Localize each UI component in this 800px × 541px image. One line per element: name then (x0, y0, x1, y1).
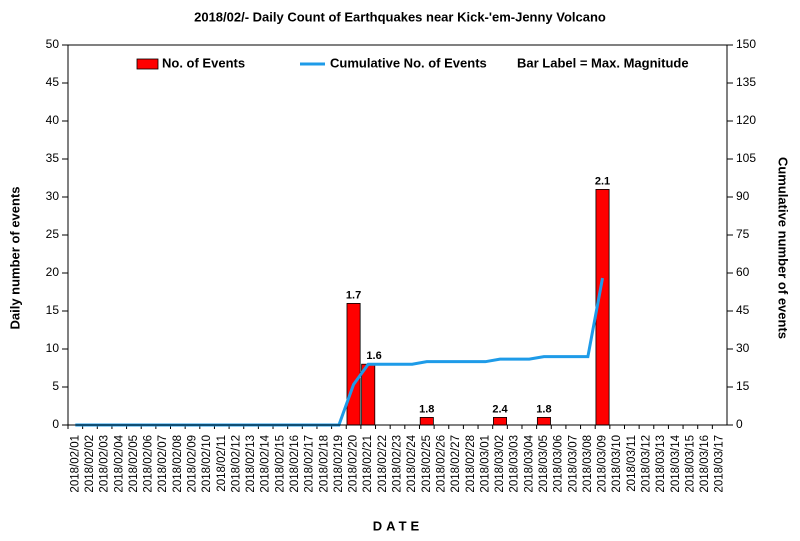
x-tick-label: 2018/02/23 (392, 435, 404, 493)
y2-tick-label: 30 (736, 341, 750, 355)
y2-tick-label: 105 (736, 151, 756, 165)
y-tick-label: 50 (46, 37, 60, 51)
x-tick-label: 2018/03/13 (655, 435, 667, 493)
bar-label: 1.6 (366, 350, 381, 362)
x-tick-label: 2018/02/21 (362, 435, 374, 493)
x-tick-label: 2018/02/16 (289, 435, 301, 493)
x-tick-label: 2018/02/27 (450, 435, 462, 493)
bar (493, 416, 508, 426)
y-tick-label: 25 (46, 227, 60, 241)
bar-label: 1.8 (419, 403, 434, 415)
x-tick-label: 2018/03/01 (479, 435, 491, 493)
cumulative-line (75, 277, 604, 427)
legend-swatch (136, 58, 159, 70)
x-tick-label: 2018/02/13 (245, 435, 257, 493)
y-tick-label: 20 (46, 265, 60, 279)
x-tick-label: 2018/03/09 (597, 435, 609, 493)
x-tick-label: 2018/02/15 (274, 435, 286, 493)
y2-axis-label: Cumulative number of events (776, 157, 791, 339)
y2-tick-label: 120 (736, 113, 756, 127)
x-tick-label: 2018/03/17 (714, 435, 726, 493)
y-tick-label: 10 (46, 341, 60, 355)
y-tick-label: 30 (46, 189, 60, 203)
plot-frame (67, 44, 728, 426)
x-tick-label: 2018/02/11 (216, 435, 228, 492)
x-tick-label: 2018/03/15 (684, 435, 696, 493)
chart-title: 2018/02/- Daily Count of Earthquakes nea… (194, 9, 606, 24)
y2-tick-label: 15 (736, 379, 750, 393)
x-tick-label: 2018/02/05 (128, 435, 140, 493)
x-tick-label: 2018/03/02 (494, 435, 506, 493)
bar-label: 1.7 (346, 289, 361, 301)
legend-label: Cumulative No. of Events (330, 55, 487, 70)
x-tick-label: 2018/03/06 (553, 435, 565, 493)
x-tick-label: 2018/02/02 (84, 435, 96, 493)
x-tick-label: 2018/03/14 (670, 434, 682, 492)
y2-tick-label: 90 (736, 189, 750, 203)
legend-label: No. of Events (162, 55, 245, 70)
x-tick-label: 2018/02/06 (143, 435, 155, 493)
x-tick-label: 2018/02/28 (465, 435, 477, 493)
x-tick-label: 2018/03/05 (538, 435, 550, 493)
x-tick-label: 2018/02/01 (69, 435, 81, 493)
annotation: Bar Label = Max. Magnitude (517, 55, 689, 70)
x-tick-label: 2018/02/24 (406, 434, 418, 492)
x-tick-label: 2018/02/25 (421, 435, 433, 493)
x-tick-label: 2018/02/04 (113, 434, 125, 492)
y2-tick-label: 150 (736, 37, 756, 51)
x-tick-label: 2018/02/09 (187, 435, 199, 493)
x-tick-label: 2018/02/18 (318, 435, 330, 493)
x-tick-label: 2018/02/12 (230, 435, 242, 493)
y2-tick-label: 45 (736, 303, 750, 317)
x-tick-label: 2018/02/19 (333, 435, 345, 493)
x-tick-label: 2018/02/22 (377, 435, 389, 493)
y-tick-label: 5 (52, 379, 59, 393)
y-tick-label: 45 (46, 75, 60, 89)
y2-tick-label: 60 (736, 265, 750, 279)
x-tick-label: 2018/02/14 (260, 434, 272, 492)
x-tick-label: 2018/03/04 (523, 434, 535, 492)
bar (419, 416, 434, 426)
x-tick-label: 2018/03/16 (699, 435, 711, 493)
y-axis-label: Daily number of events (7, 186, 22, 329)
bar (346, 302, 361, 426)
y2-tick-label: 0 (736, 417, 743, 431)
x-tick-label: 2018/02/07 (157, 435, 169, 493)
bar (361, 363, 376, 426)
x-tick-label: 2018/03/10 (611, 435, 623, 493)
bar-label: 2.4 (492, 403, 508, 415)
x-tick-label: 2018/02/17 (304, 435, 316, 493)
x-tick-label: 2018/03/07 (567, 435, 579, 493)
x-tick-label: 2018/03/11 (626, 435, 638, 492)
x-tick-label: 2018/02/10 (201, 435, 213, 493)
y-tick-label: 40 (46, 113, 60, 127)
x-tick-label: 2018/02/20 (348, 435, 360, 493)
y2-tick-label: 135 (736, 75, 756, 89)
y-tick-label: 35 (46, 151, 60, 165)
x-tick-label: 2018/03/08 (582, 435, 594, 493)
y-tick-label: 15 (46, 303, 60, 317)
x-axis-label: DATE (373, 518, 423, 533)
bar (536, 416, 551, 426)
x-tick-label: 2018/03/12 (640, 435, 652, 493)
x-tick-label: 2018/03/03 (509, 435, 521, 493)
y2-tick-label: 75 (736, 227, 750, 241)
bar-label: 1.8 (536, 403, 551, 415)
x-tick-label: 2018/02/26 (435, 435, 447, 493)
x-tick-label: 2018/02/03 (99, 435, 111, 493)
x-tick-label: 2018/02/08 (172, 435, 184, 493)
y-tick-label: 0 (52, 417, 59, 431)
bar-label: 2.1 (595, 175, 610, 187)
